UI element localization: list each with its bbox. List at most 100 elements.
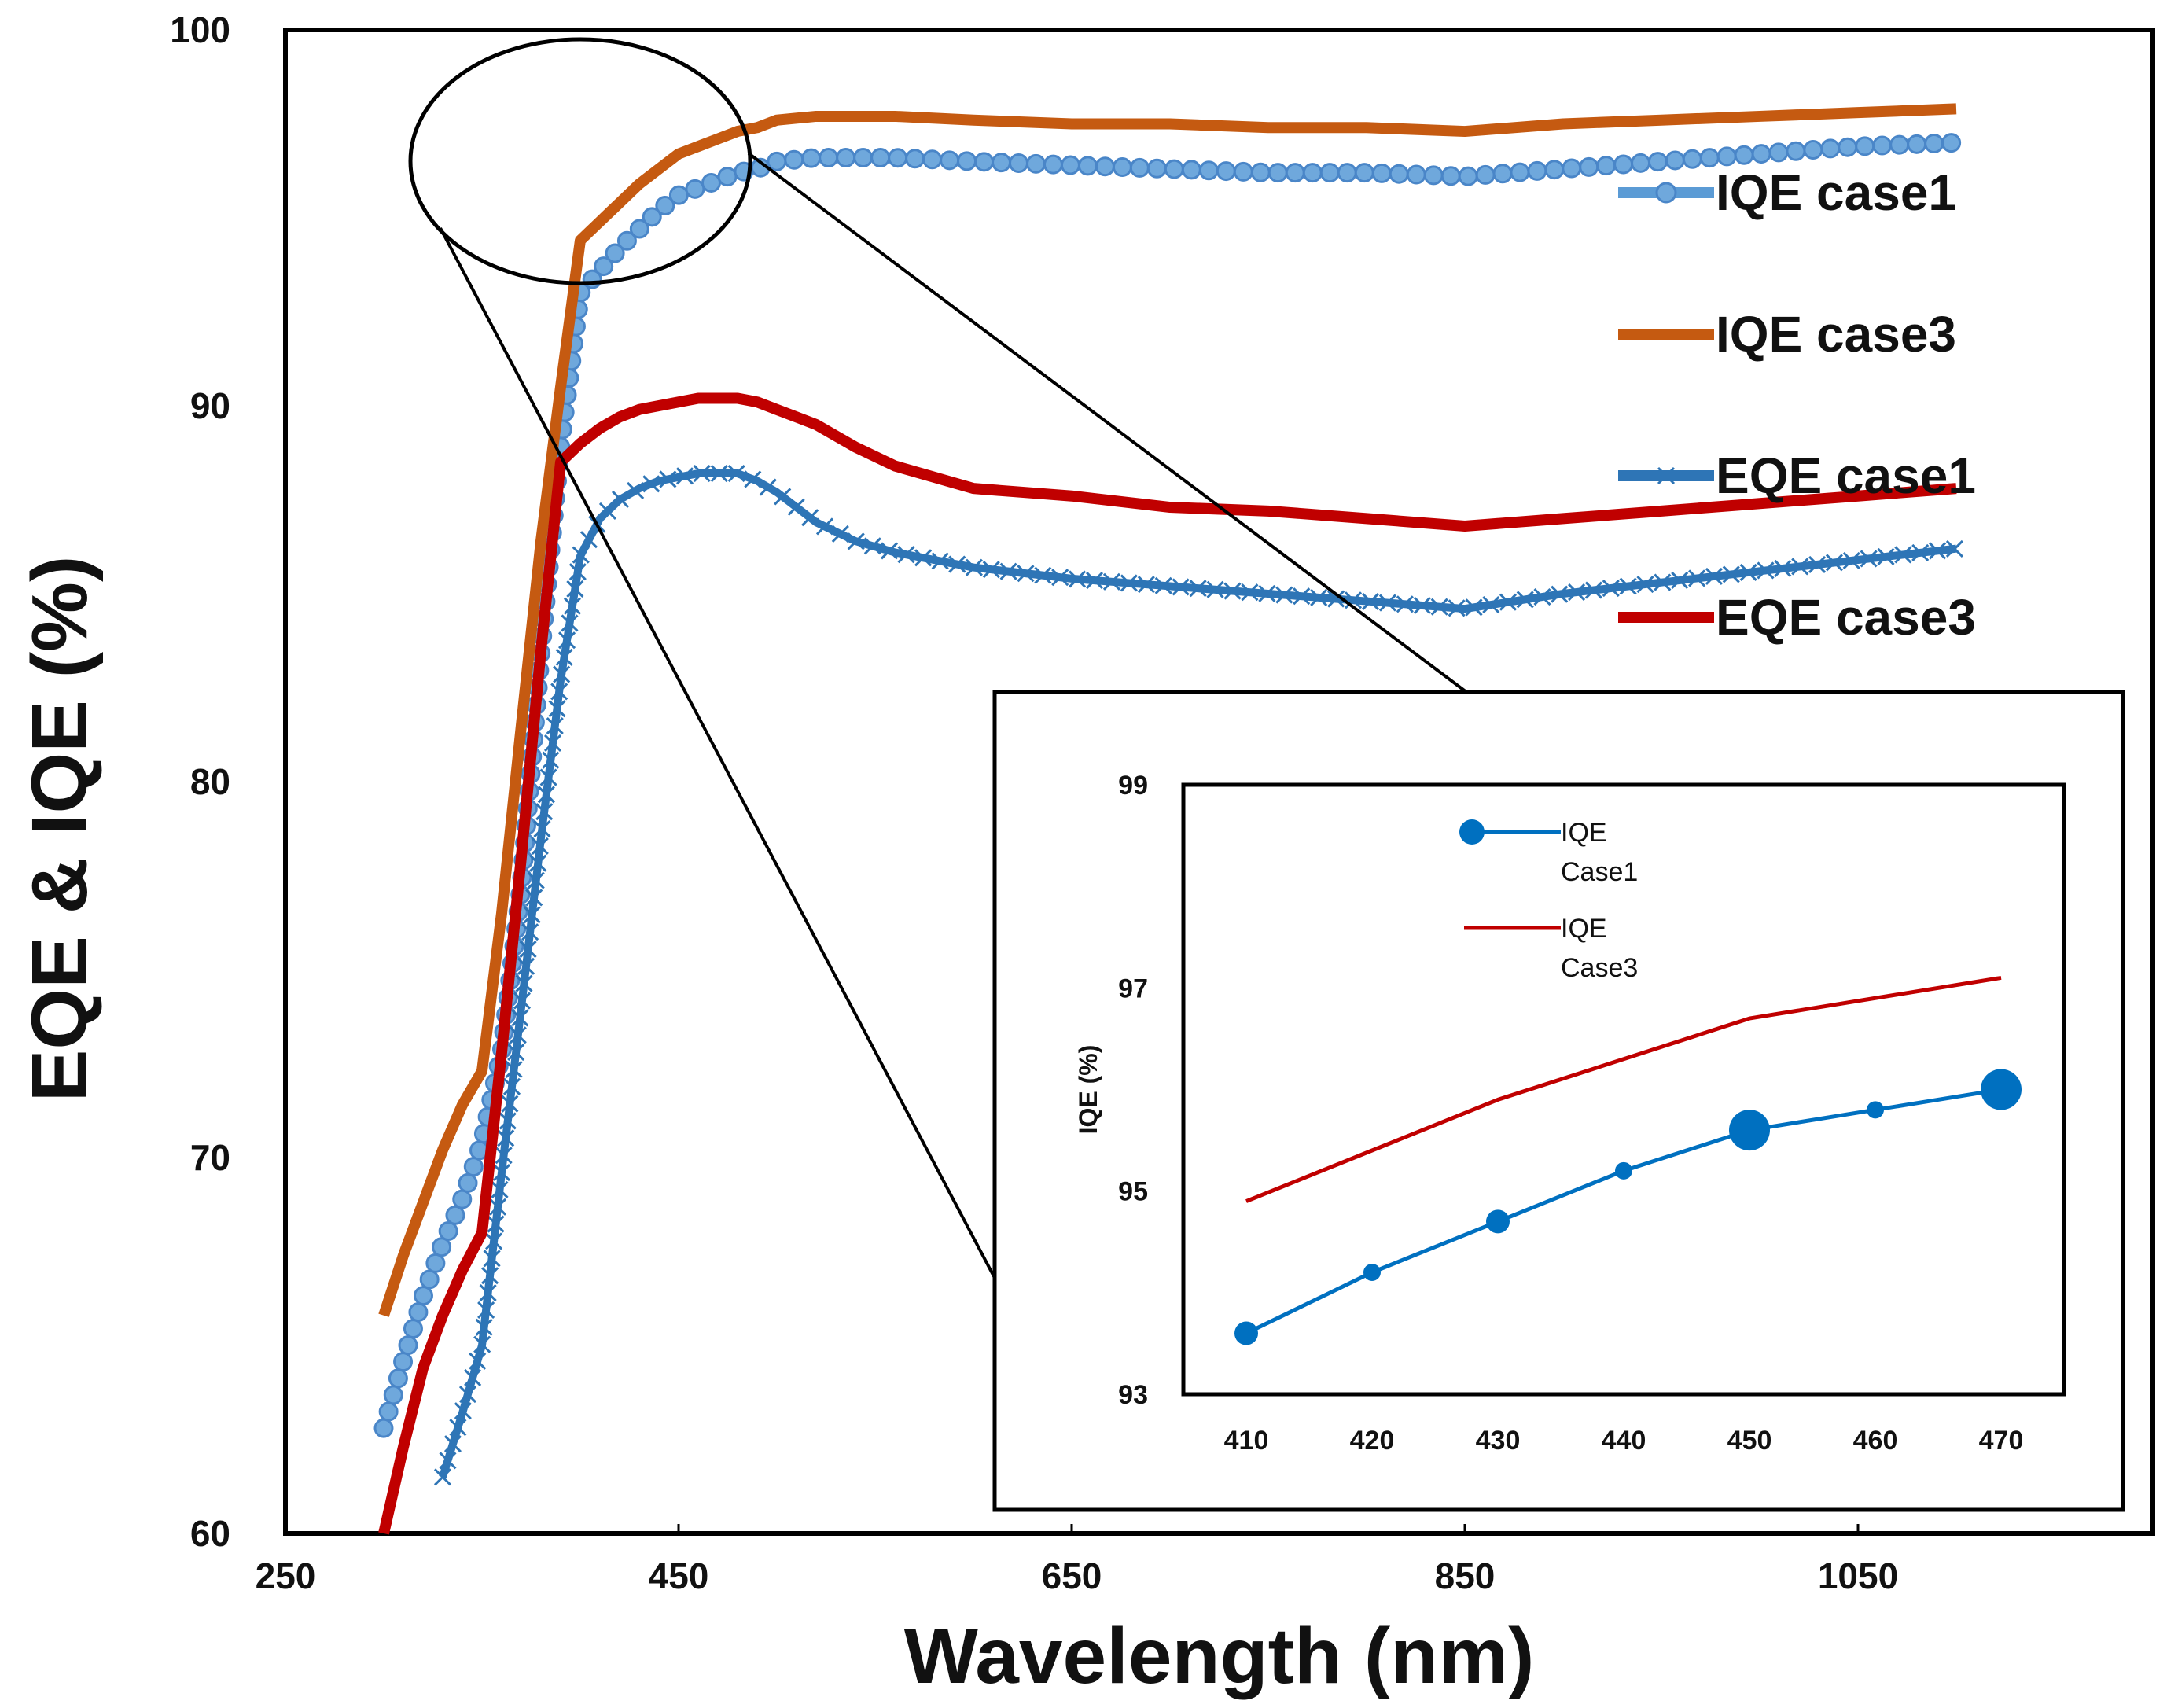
inset-series-marker: [1363, 1264, 1381, 1281]
main-series-marker: [992, 153, 1012, 173]
main-series-marker: [1378, 594, 1396, 612]
main-y-tick-label: 70: [190, 1137, 230, 1178]
main-series-marker: [492, 1163, 511, 1182]
main-series-marker: [533, 819, 551, 838]
main-series-marker: [1671, 571, 1689, 590]
main-series-marker: [1842, 551, 1860, 569]
main-series-marker: [408, 1302, 429, 1323]
inset-legend-label-line2: Case3: [1561, 953, 1638, 983]
main-series-marker: [1739, 563, 1757, 582]
inset-legend-item-iqe-case3: IQE Case3: [1464, 914, 1638, 983]
inset-x-tick-label: 410: [1224, 1426, 1269, 1456]
main-y-tick-label: 100: [170, 9, 230, 50]
main-series-marker: [1112, 157, 1132, 178]
main-series-marker: [1688, 569, 1706, 587]
main-series-marker: [1189, 580, 1207, 598]
inset-legend-item-iqe-case1: IQE Case1: [1459, 818, 1638, 887]
main-series-marker: [1396, 595, 1414, 613]
inset-x-tick-label: 450: [1727, 1426, 1772, 1456]
main-series-marker: [481, 1267, 499, 1285]
main-series-marker: [458, 1385, 477, 1404]
main-series-marker: [546, 717, 564, 735]
main-series-marker: [495, 1147, 513, 1165]
main-series-marker: [432, 1237, 452, 1257]
main-legend-item-eqe-case3: EQE case3: [1618, 589, 1976, 646]
main-series-marker: [1499, 593, 1518, 611]
main-series-marker: [1636, 575, 1654, 594]
main-series-marker: [388, 1368, 408, 1389]
main-series-marker: [1791, 558, 1809, 576]
main-series-marker: [543, 734, 562, 752]
inset-legend-label-line2: Case1: [1561, 857, 1638, 887]
main-series-marker: [1060, 155, 1080, 175]
main-legend-item-iqe-case1: IQE case1: [1618, 164, 1956, 221]
main-series-marker: [527, 871, 545, 889]
main-series-marker: [458, 1172, 478, 1193]
main-series-marker: [1596, 156, 1617, 176]
main-series-marker: [557, 631, 576, 650]
main-series-marker: [1768, 142, 1789, 163]
main-series-marker: [1551, 585, 1569, 603]
main-series-marker: [1619, 577, 1637, 595]
main-y-tick-label: 60: [190, 1513, 230, 1554]
main-series-marker: [831, 525, 849, 543]
main-series-marker: [905, 149, 925, 169]
inset-series-iqe-case1: [1234, 1069, 2022, 1345]
main-series-marker: [413, 1286, 433, 1306]
main-series-marker: [572, 546, 590, 564]
main-series-marker: [880, 542, 899, 560]
main-series-marker: [1448, 599, 1466, 617]
main-legend-item-iqe-case3: IQE case3: [1618, 306, 1956, 363]
main-series-marker: [563, 597, 581, 615]
main-series-marker: [497, 1129, 515, 1147]
main-legend-label: EQE case3: [1716, 589, 1976, 646]
main-series-marker: [611, 490, 630, 508]
main-series-marker: [801, 148, 822, 168]
main-series-marker: [383, 1385, 403, 1405]
main-series-marker: [853, 148, 874, 168]
main-series-marker: [659, 470, 677, 488]
main-series-marker: [1310, 588, 1328, 606]
main-series-marker: [519, 940, 537, 959]
main-series-marker: [701, 172, 721, 193]
main-series-marker: [1716, 146, 1737, 167]
main-x-axis-title: Wavelength (nm): [904, 1612, 1535, 1700]
inset-series-iqe-case3: [1245, 975, 2002, 1203]
main-series-marker: [1654, 573, 1672, 591]
main-x-tick-label: 650: [1042, 1555, 1102, 1596]
main-series-marker: [1774, 559, 1792, 578]
main-series-marker: [1275, 586, 1293, 604]
main-series-marker: [539, 768, 557, 786]
main-series-marker: [1877, 547, 1895, 565]
main-series-marker: [1945, 539, 1963, 558]
main-series-marker: [1440, 166, 1461, 186]
main-series-marker: [744, 470, 762, 488]
main-series-marker: [1137, 576, 1155, 594]
main-series-marker: [1181, 160, 1201, 180]
main-series-marker: [501, 1095, 519, 1113]
main-series-marker: [505, 1060, 523, 1079]
inset-y-tick-label: 97: [1118, 974, 1148, 1003]
main-legend-label: IQE case3: [1716, 306, 1956, 363]
main-series-marker: [1172, 578, 1190, 596]
main-series-marker: [1602, 579, 1620, 598]
main-series-marker: [1051, 569, 1069, 587]
main-series-marker: [1206, 580, 1224, 598]
main-series-marker: [642, 475, 660, 493]
main-series-marker: [535, 803, 554, 821]
main-series-marker: [1102, 572, 1121, 591]
main-series-marker: [819, 148, 839, 168]
main-series-marker: [491, 1180, 509, 1198]
main-series-marker: [487, 1215, 505, 1233]
main-series-marker: [710, 464, 728, 483]
main-series-marker: [1267, 163, 1288, 183]
main-series-marker: [642, 207, 662, 227]
main-series-marker: [957, 151, 977, 171]
main-series-iqe-case3: [378, 103, 1957, 1317]
main-series-marker: [1838, 137, 1858, 157]
inset-series-marker: [1729, 1110, 1770, 1151]
main-series-marker: [1069, 570, 1087, 588]
main-series-marker: [1820, 138, 1841, 159]
main-series-marker: [605, 243, 625, 263]
